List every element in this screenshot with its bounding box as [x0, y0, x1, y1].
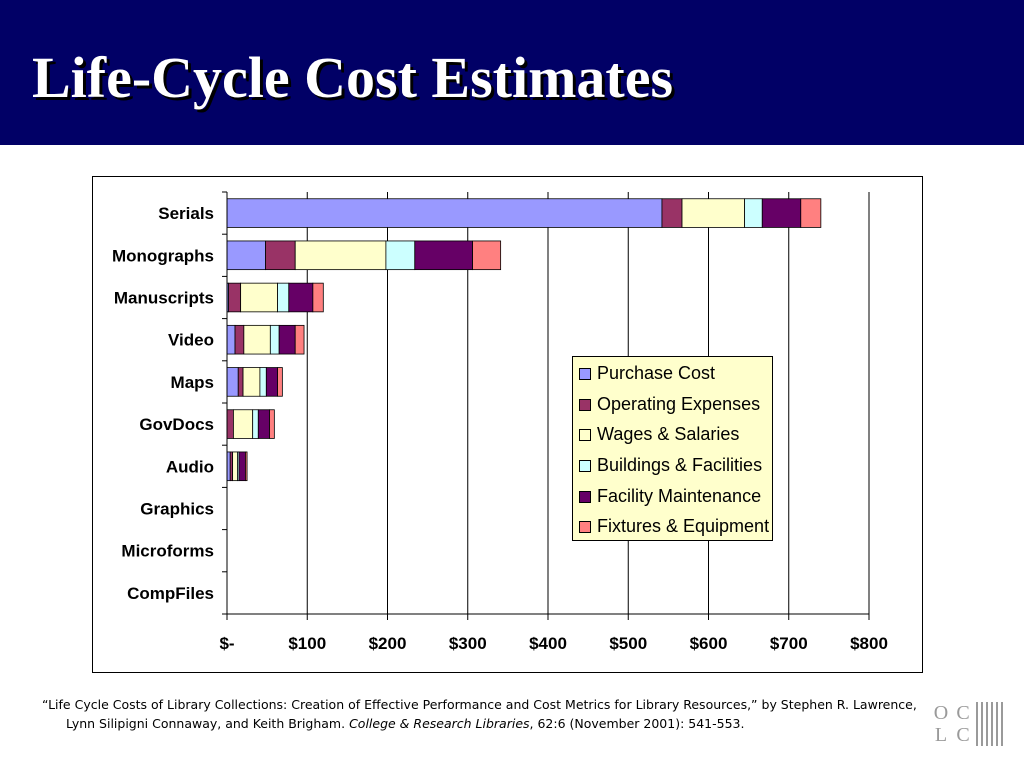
bar-segment — [744, 198, 763, 228]
bar-segment — [228, 282, 242, 313]
logo-letter: C — [956, 702, 970, 724]
legend-swatch — [579, 368, 591, 380]
bar-segment — [238, 451, 246, 482]
bar-segment — [277, 282, 290, 313]
x-tick-label: $100 — [288, 634, 326, 653]
x-tick-label: $800 — [850, 634, 888, 653]
legend-label: Operating Expenses — [597, 393, 761, 414]
legend-swatch — [579, 398, 591, 411]
category-label: GovDocs — [139, 415, 214, 434]
legend-item: Purchase Cost — [579, 363, 766, 394]
category-label: Monographs — [112, 246, 214, 265]
legend-swatch — [579, 429, 591, 442]
bar-segment — [232, 451, 238, 482]
citation-text: “Life Cycle Costs of Library Collections… — [42, 697, 917, 731]
bar-segment — [226, 367, 239, 397]
bar-segment — [226, 409, 234, 439]
bar-segment — [294, 240, 387, 271]
category-label: Maps — [171, 373, 214, 392]
bar-segment — [237, 367, 244, 397]
legend-label: Wages & Salaries — [597, 424, 740, 445]
bar-segment — [472, 240, 502, 271]
legend-swatch — [579, 521, 591, 534]
x-tick-label: $300 — [449, 634, 487, 653]
x-tick-label: $500 — [609, 634, 647, 653]
bar-segment — [245, 451, 248, 482]
bar-segment — [259, 367, 267, 397]
bar-segment — [269, 324, 280, 355]
bar-segment — [242, 367, 261, 397]
bar-segment — [233, 409, 254, 439]
legend-swatch — [579, 490, 591, 503]
legend-swatch — [579, 460, 591, 473]
bar-segment — [661, 198, 683, 228]
bar-segment — [294, 324, 305, 355]
bar-segment — [226, 240, 266, 271]
category-label: Microforms — [121, 542, 214, 561]
slide-title: Life-Cycle Cost Estimates — [32, 45, 674, 110]
legend-item: Facility Maintenance — [579, 486, 766, 517]
legend-item: Buildings & Facilities — [579, 455, 766, 486]
citation-journal: College & Research Libraries — [349, 716, 530, 731]
bar-segment — [800, 198, 822, 228]
bar-segment — [288, 282, 314, 313]
legend-item: Operating Expenses — [579, 394, 766, 425]
bar-segment — [278, 324, 296, 355]
bar-segment — [234, 324, 245, 355]
legend-label: Fixtures & Equipment — [597, 516, 770, 537]
bar-segment — [252, 409, 259, 439]
x-tick-label: $200 — [369, 634, 407, 653]
bar-segment — [226, 324, 236, 355]
bar-segment — [312, 282, 324, 313]
x-tick-label: $700 — [770, 634, 808, 653]
bar-segment — [761, 198, 802, 228]
legend-item: Wages & Salaries — [579, 424, 766, 455]
logo-letter: C — [956, 724, 970, 746]
bar-segment — [269, 409, 275, 439]
bar-segment — [265, 240, 296, 271]
bar-segment — [414, 240, 473, 271]
legend-label: Facility Maintenance — [597, 485, 762, 506]
bar-segment — [226, 198, 663, 228]
logo-letter: O — [933, 702, 949, 724]
x-tick-label: $- — [219, 634, 234, 653]
chart-legend: Purchase Cost Operating Expenses Wages & S… — [572, 356, 773, 541]
category-label: Serials — [158, 204, 214, 223]
bar-segment — [240, 282, 278, 313]
x-tick-label: $400 — [529, 634, 567, 653]
bar-segment — [681, 198, 746, 228]
category-label: Graphics — [140, 500, 214, 519]
category-label: Manuscripts — [114, 289, 214, 308]
category-label: CompFiles — [127, 584, 214, 603]
legend-item: Fixtures & Equipment — [579, 516, 770, 547]
logo-letter: L — [934, 724, 948, 746]
bar-segment — [277, 367, 283, 397]
bar-segment — [243, 324, 271, 355]
category-label: Audio — [166, 457, 214, 476]
logo-bars-icon — [976, 702, 1003, 746]
x-tick-label: $600 — [690, 634, 728, 653]
category-label: Video — [168, 331, 214, 350]
legend-label: Purchase Cost — [597, 363, 716, 383]
legend-label: Buildings & Facilities — [597, 455, 763, 476]
citation-details: , 62:6 (November 2001): 541-553. — [529, 716, 745, 731]
citation: “Life Cycle Costs of Library Collections… — [42, 695, 922, 733]
title-bar: Life-Cycle Cost Estimates — [0, 0, 1024, 145]
bar-segment — [257, 409, 270, 439]
bar-segment — [385, 240, 416, 271]
bar-segment — [265, 367, 278, 397]
